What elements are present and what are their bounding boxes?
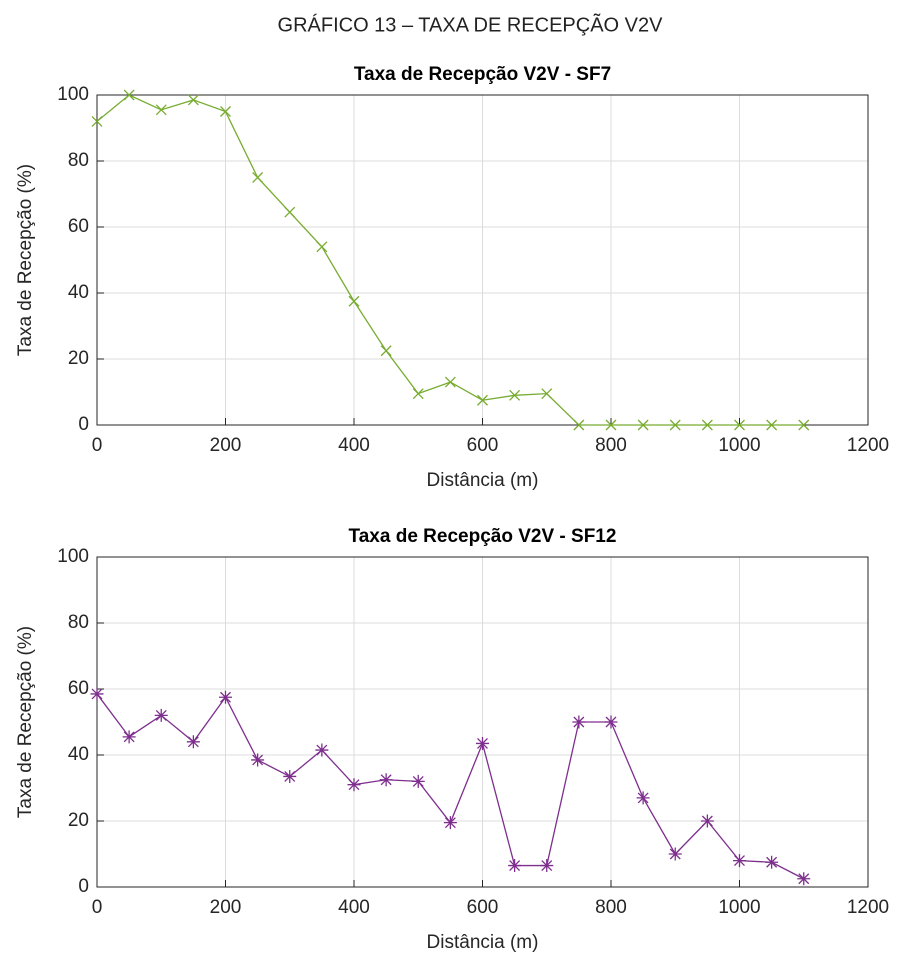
data-marker — [411, 774, 425, 788]
data-marker — [765, 855, 779, 869]
y-tick-label: 60 — [68, 216, 89, 237]
data-marker — [122, 730, 136, 744]
x-tick-label: 600 — [467, 897, 499, 918]
data-marker — [541, 388, 553, 400]
x-tick-label: 0 — [92, 897, 103, 918]
data-marker — [283, 769, 297, 783]
x-tick-label: 0 — [92, 435, 103, 456]
data-marker — [252, 172, 264, 183]
data-marker — [347, 778, 361, 792]
data-marker — [123, 89, 135, 101]
data-marker — [380, 345, 392, 357]
data-marker — [508, 859, 522, 873]
data-marker — [219, 690, 232, 704]
x-tick-label: 1200 — [847, 897, 889, 918]
x-tick-label: 1200 — [847, 435, 889, 456]
x-tick-label: 800 — [595, 897, 627, 918]
x-tick-label: 800 — [595, 435, 627, 456]
data-marker — [90, 687, 104, 701]
data-marker — [251, 753, 265, 767]
x-tick-label: 600 — [467, 435, 499, 456]
data-marker — [733, 854, 746, 868]
data-marker — [701, 419, 713, 431]
y-tick-label: 60 — [68, 678, 89, 699]
y-tick-label: 100 — [57, 546, 89, 567]
data-marker — [186, 735, 200, 749]
data-marker — [766, 419, 778, 431]
data-marker — [476, 736, 489, 750]
axes-box — [96, 94, 869, 426]
y-tick-label: 0 — [78, 414, 89, 435]
x-tick-label: 200 — [210, 435, 242, 456]
y-tick-label: 20 — [68, 348, 89, 369]
x-axis-label: Distância (m) — [427, 932, 539, 953]
axes-box — [96, 556, 869, 888]
data-marker — [572, 715, 586, 729]
data-marker — [636, 791, 650, 805]
data-marker — [669, 419, 681, 431]
data-marker — [798, 419, 810, 431]
data-marker — [797, 872, 811, 886]
data-marker — [220, 106, 231, 117]
y-tick-label: 40 — [68, 744, 89, 765]
data-marker — [348, 295, 360, 307]
x-tick-label: 400 — [338, 897, 370, 918]
y-axis-label: Taxa de Recepção (%) — [15, 626, 36, 818]
x-axis-label: Distância (m) — [427, 470, 539, 491]
data-marker — [315, 743, 329, 757]
data-marker — [540, 859, 554, 873]
y-tick-label: 20 — [68, 810, 89, 831]
data-marker — [444, 376, 456, 388]
data-marker — [155, 104, 167, 116]
data-marker — [700, 814, 714, 828]
data-marker — [734, 419, 745, 431]
data-marker — [91, 115, 103, 127]
x-tick-label: 1000 — [718, 897, 760, 918]
data-marker — [509, 389, 521, 401]
x-tick-label: 200 — [210, 897, 242, 918]
data-marker — [605, 419, 617, 431]
data-marker — [477, 394, 488, 406]
y-axis-label: Taxa de Recepção (%) — [15, 164, 36, 356]
data-marker — [379, 773, 393, 787]
data-marker — [443, 816, 457, 830]
data-marker — [187, 94, 199, 106]
y-tick-label: 100 — [57, 84, 89, 105]
chart-title: Taxa de Recepção V2V - SF12 — [349, 526, 617, 547]
page-title: GRÁFICO 13 – TAXA DE RECEPÇÃO V2V — [278, 12, 664, 36]
y-tick-label: 80 — [68, 612, 89, 633]
y-tick-label: 0 — [78, 876, 89, 897]
x-tick-label: 1000 — [718, 435, 760, 456]
data-marker — [573, 419, 585, 431]
data-marker — [637, 419, 649, 431]
chart-title: Taxa de Recepção V2V - SF7 — [354, 64, 611, 85]
data-marker — [604, 715, 618, 729]
y-tick-label: 80 — [68, 150, 89, 171]
data-marker — [668, 847, 682, 861]
data-marker — [154, 708, 168, 722]
data-marker — [412, 388, 424, 400]
data-marker — [316, 241, 328, 253]
y-tick-label: 40 — [68, 282, 89, 303]
x-tick-label: 400 — [338, 435, 370, 456]
data-marker — [284, 206, 296, 218]
